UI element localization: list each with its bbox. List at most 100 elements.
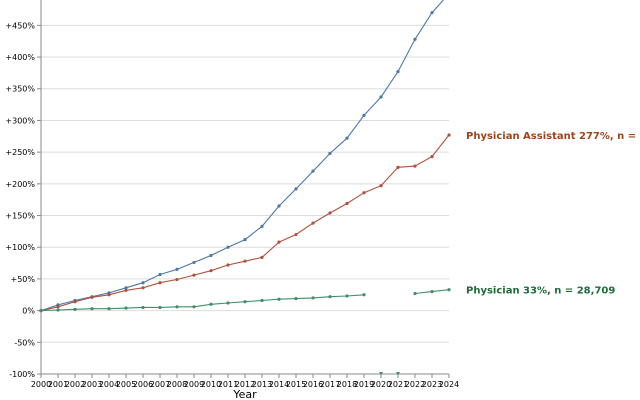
data-point-pa (175, 277, 179, 282)
axes: -100% -50% 0% +50% +100% +150% +200% +250% +300%… (5, 0, 459, 389)
y-tick-label: +250% (5, 148, 35, 157)
data-point-blue (328, 151, 332, 156)
y-tick-label: +450% (5, 21, 35, 30)
y-tick-label: +350% (5, 85, 35, 94)
x-tick-label: 2001 (48, 380, 68, 389)
data-point-physician (243, 300, 247, 304)
data-point-blue (260, 224, 264, 228)
data-point-physician (39, 309, 43, 313)
y-tick-label: +50% (11, 275, 36, 284)
data-point-blue (277, 204, 281, 208)
x-tick-label: 2020 (371, 380, 391, 389)
x-tick-label: 2002 (65, 380, 85, 389)
grid (41, 24, 449, 375)
missing-data-marker (396, 372, 400, 375)
data-point-blue (294, 187, 298, 191)
data-point-pa (277, 240, 281, 244)
x-tick-label: 2023 (422, 380, 442, 389)
data-point-pa (56, 305, 60, 309)
data-point-physician (413, 291, 417, 296)
data-point-physician (362, 293, 366, 297)
data-point-pa (413, 164, 417, 168)
data-point-pa (294, 232, 298, 237)
data-point-blue (345, 136, 349, 140)
data-point-blue (379, 95, 383, 99)
y-tick-label: +400% (5, 53, 35, 62)
x-tick-label: 2019 (354, 380, 374, 389)
x-tick-label: 2016 (303, 380, 323, 389)
y-tick-label: 0% (22, 307, 35, 316)
data-point-blue (158, 272, 162, 277)
data-point-pa (209, 269, 213, 273)
data-point-pa (379, 184, 383, 188)
data-point-pa (260, 255, 264, 259)
x-tick-label: 2003 (82, 380, 102, 389)
data-point-pa (158, 281, 162, 285)
x-tick-label: 2011 (218, 380, 238, 389)
data-point-physician (56, 308, 60, 312)
x-tick-label: 2015 (286, 380, 306, 389)
data-point-blue (175, 267, 179, 272)
data-point-pa (430, 154, 434, 159)
x-tick-label: 2017 (320, 380, 340, 389)
x-tick-label: 2022 (405, 380, 425, 389)
x-tick-label: 2009 (184, 380, 204, 389)
data-point-pa (73, 300, 77, 304)
data-point-physician (107, 307, 111, 311)
x-tick-label: 2018 (337, 380, 357, 389)
data-point-pa (311, 221, 315, 225)
series-label-pa: Physician Assistant 277%, n = 9,650 (466, 131, 640, 142)
data-point-blue (430, 11, 434, 15)
data-point-blue (124, 286, 128, 290)
data-point-pa (124, 288, 128, 292)
data-point-physician (294, 296, 298, 301)
data-point-physician (260, 298, 264, 303)
x-tick-label: 2021 (388, 380, 408, 389)
data-point-blue (396, 70, 400, 74)
x-tick-label: 2006 (133, 380, 153, 389)
data-point-physician (175, 305, 179, 309)
data-point-physician (90, 307, 94, 311)
data-point-physician (73, 307, 77, 311)
data-point-pa (396, 165, 400, 169)
data-point-blue (209, 253, 213, 258)
data-point-pa (243, 259, 247, 263)
data-point-blue (243, 238, 247, 242)
data-point-blue (141, 281, 145, 285)
data-point-physician (226, 301, 230, 305)
x-tick-label: 2013 (252, 380, 272, 389)
y-tick-label: +150% (5, 212, 35, 221)
series-points (39, 11, 451, 375)
data-point-blue (362, 113, 366, 117)
series-line-blue (40, 0, 445, 312)
data-point-physician (124, 306, 128, 310)
data-point-pa (192, 273, 196, 277)
series-label-physician: Physician 33%, n = 28,709 (466, 286, 615, 297)
data-point-physician (430, 289, 434, 294)
data-point-physician (328, 295, 332, 299)
series-lines (40, 0, 450, 312)
x-tick-label: 2010 (201, 380, 221, 389)
y-tick-label: +100% (5, 243, 35, 252)
data-point-pa (447, 133, 451, 137)
data-point-physician (192, 305, 196, 309)
y-tick-label: +200% (5, 180, 35, 189)
x-tick-label: 2000 (31, 380, 51, 389)
data-point-blue (226, 245, 230, 249)
data-point-pa (90, 295, 94, 299)
data-point-physician (277, 297, 281, 301)
x-tick-label: 2005 (116, 380, 136, 389)
data-point-pa (362, 191, 366, 195)
data-point-pa (141, 286, 145, 290)
series-labels: Physician Assistant 277%, n = 9,650 Physi… (466, 131, 640, 297)
x-axis-title: Year (232, 388, 257, 400)
data-point-pa (328, 211, 332, 215)
data-point-physician (209, 302, 213, 306)
data-point-physician (447, 288, 451, 292)
x-tick-label: 2004 (99, 380, 119, 389)
missing-data-marker (379, 372, 383, 375)
data-point-physician (141, 305, 145, 310)
data-point-physician (311, 296, 315, 300)
x-tick-label: 2007 (150, 380, 170, 389)
